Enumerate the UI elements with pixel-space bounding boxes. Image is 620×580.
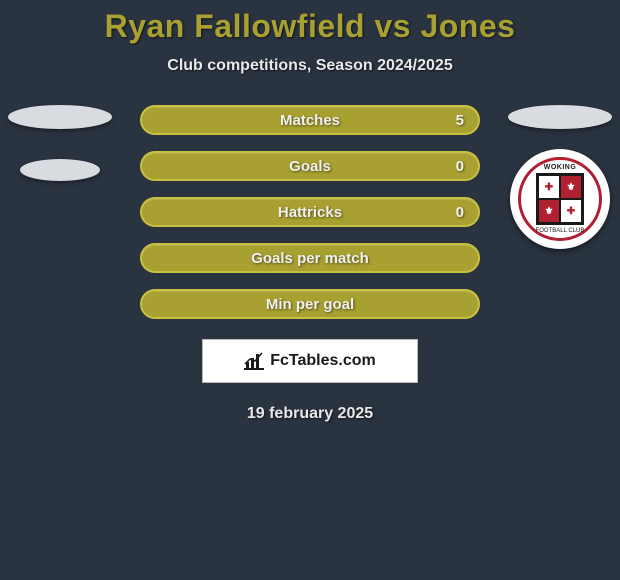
stat-value: 5 bbox=[456, 112, 464, 129]
player-photo-placeholder bbox=[508, 105, 612, 129]
page-title: Ryan Fallowfield vs Jones bbox=[105, 8, 516, 45]
shield-icon: ✚ ⚜ ⚜ ✚ bbox=[536, 173, 584, 225]
badge-text-top: WOKING bbox=[544, 164, 577, 171]
brand-box[interactable]: FcTables.com bbox=[202, 339, 418, 383]
stat-bar-goals-per-match: Goals per match bbox=[140, 243, 480, 273]
brand-text: FcTables.com bbox=[270, 352, 376, 370]
page-subtitle: Club competitions, Season 2024/2025 bbox=[167, 57, 452, 75]
left-player-column bbox=[5, 105, 115, 181]
stat-label: Min per goal bbox=[266, 296, 354, 313]
player-photo-placeholder bbox=[8, 105, 112, 129]
stat-value: 0 bbox=[456, 204, 464, 221]
club-badge-inner: WOKING ✚ ⚜ ⚜ ✚ FOOTBALL CLUB bbox=[518, 157, 602, 241]
club-badge-woking: WOKING ✚ ⚜ ⚜ ✚ FOOTBALL CLUB bbox=[510, 149, 610, 249]
stat-bar-goals: Goals 0 bbox=[140, 151, 480, 181]
stat-bar-matches: Matches 5 bbox=[140, 105, 480, 135]
stat-label: Hattricks bbox=[278, 204, 342, 221]
stat-bar-hattricks: Hattricks 0 bbox=[140, 197, 480, 227]
stat-label: Goals bbox=[289, 158, 331, 175]
stat-label: Matches bbox=[280, 112, 340, 129]
comparison-card: Ryan Fallowfield vs Jones Club competiti… bbox=[0, 0, 620, 423]
badge-text-bottom: FOOTBALL CLUB bbox=[536, 228, 585, 234]
right-player-column: WOKING ✚ ⚜ ⚜ ✚ FOOTBALL CLUB bbox=[505, 105, 615, 249]
chart-icon bbox=[244, 352, 264, 370]
stat-bars: Matches 5 Goals 0 Hattricks 0 Goals per … bbox=[140, 105, 480, 319]
date-text: 19 february 2025 bbox=[247, 405, 373, 423]
club-logo-placeholder bbox=[20, 159, 100, 181]
stat-value: 0 bbox=[456, 158, 464, 175]
stats-area: Matches 5 Goals 0 Hattricks 0 Goals per … bbox=[0, 105, 620, 319]
stat-label: Goals per match bbox=[251, 250, 369, 267]
stat-bar-min-per-goal: Min per goal bbox=[140, 289, 480, 319]
